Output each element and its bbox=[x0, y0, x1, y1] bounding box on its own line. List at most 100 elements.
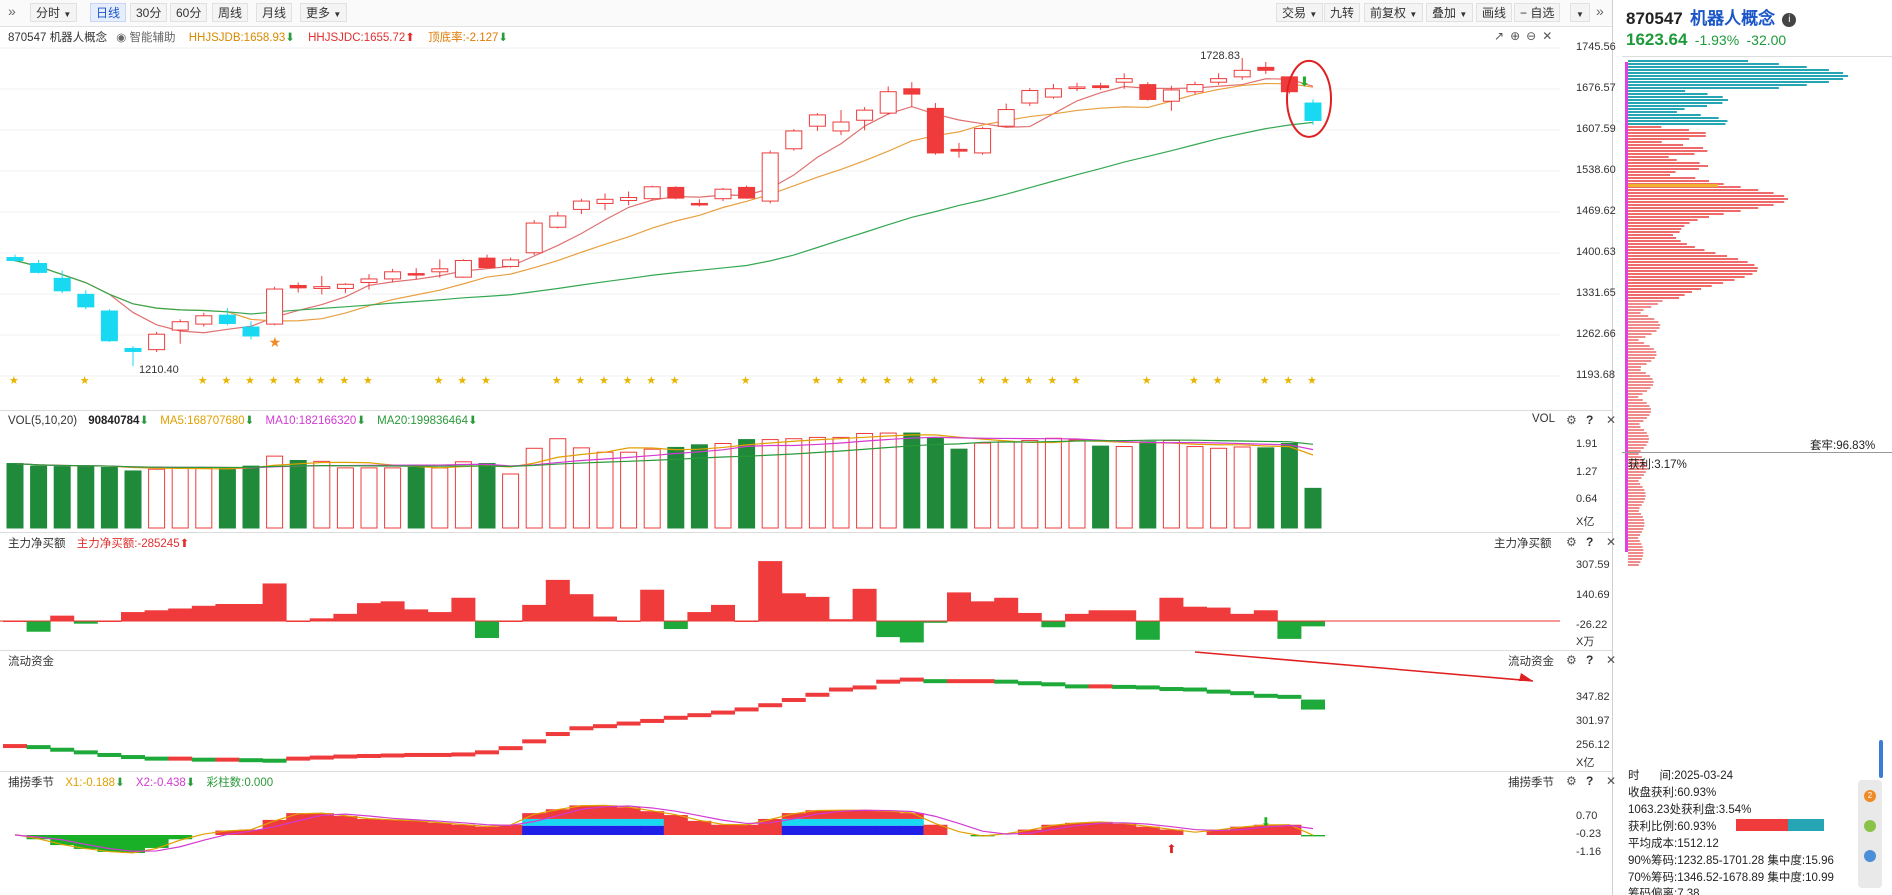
chip-bar bbox=[1628, 420, 1644, 422]
star-marker: ★ bbox=[646, 375, 656, 387]
zoom-out-icon[interactable]: ⊖ bbox=[1526, 29, 1543, 43]
chip-bar bbox=[1628, 555, 1643, 557]
period-60min[interactable]: 60分 bbox=[170, 3, 208, 22]
down-arrow-icon: ⬇ bbox=[467, 415, 478, 427]
help-icon[interactable]: ? bbox=[1586, 535, 1594, 549]
close-icon[interactable]: ✕ bbox=[1606, 653, 1617, 667]
zoom-in-icon[interactable]: ⊕ bbox=[1510, 29, 1527, 43]
net-buy-bar bbox=[191, 605, 216, 621]
flow-bar bbox=[50, 747, 75, 752]
info-icon[interactable]: i bbox=[1782, 13, 1797, 27]
star-marker: ★ bbox=[457, 375, 467, 387]
season-bar-red bbox=[215, 830, 240, 835]
net-buy-bar bbox=[1135, 621, 1160, 640]
assist-icon: ◉ bbox=[116, 32, 127, 44]
share-icon[interactable]: ↗ bbox=[1494, 29, 1511, 43]
net-buy-bar bbox=[1065, 613, 1089, 621]
period-intraday[interactable]: 分时 ▼ bbox=[30, 3, 78, 22]
vol-tag: VOL bbox=[1532, 413, 1556, 425]
candle-body bbox=[454, 260, 472, 278]
net-buy-bar bbox=[1253, 610, 1278, 621]
chart-right-border bbox=[1612, 0, 1613, 895]
flow-bar bbox=[1135, 685, 1160, 690]
tool-icon[interactable] bbox=[1864, 850, 1876, 862]
axis-tick-label: 307.59 bbox=[1576, 559, 1610, 571]
net-buy-bar bbox=[1112, 610, 1137, 621]
period-more[interactable]: 更多 ▼ bbox=[300, 3, 348, 22]
adjust-button[interactable]: 前复权 ▼ bbox=[1364, 3, 1424, 22]
period-weekly[interactable]: 周线 bbox=[212, 3, 249, 22]
vertical-slider[interactable] bbox=[1879, 740, 1883, 778]
help-icon[interactable]: ? bbox=[1586, 413, 1594, 427]
settings-icon[interactable]: ⚙ bbox=[1566, 413, 1577, 427]
volume-bar bbox=[832, 436, 850, 529]
chip-bar bbox=[1628, 417, 1647, 419]
volume-bar bbox=[30, 465, 48, 529]
status-icon[interactable] bbox=[1864, 820, 1876, 832]
chip-bar bbox=[1628, 120, 1728, 122]
season-bar-red bbox=[923, 824, 948, 835]
chip-bar bbox=[1628, 75, 1848, 77]
settings-icon[interactable]: ⚙ bbox=[1566, 653, 1577, 667]
side-widget[interactable]: 2 bbox=[1858, 780, 1882, 888]
season-bar-cyan bbox=[805, 818, 830, 826]
net-buy-bar bbox=[899, 621, 924, 643]
period-daily[interactable]: 日线 bbox=[90, 3, 127, 22]
vol-ma10: MA10:182166320 bbox=[265, 415, 357, 427]
volume-bar bbox=[856, 432, 874, 529]
season-bar-red bbox=[404, 820, 429, 835]
draw-line-button[interactable]: 画线 bbox=[1476, 3, 1513, 22]
help-icon[interactable]: ? bbox=[1586, 774, 1594, 788]
chip-bar bbox=[1628, 507, 1640, 509]
season-bar-red bbox=[522, 813, 547, 819]
star-marker: ★ bbox=[835, 375, 845, 387]
assist-toggle[interactable]: ◉ 智能辅助 bbox=[116, 32, 175, 44]
chip-bar bbox=[1628, 528, 1644, 530]
watchlist-button[interactable]: − 自选 bbox=[1514, 3, 1561, 22]
chip-bar bbox=[1628, 279, 1735, 281]
period-monthly[interactable]: 月线 bbox=[256, 3, 293, 22]
close-icon[interactable]: ✕ bbox=[1606, 413, 1617, 427]
period-30min[interactable]: 30分 bbox=[130, 3, 168, 22]
collapse-left-icon[interactable]: » bbox=[8, 3, 16, 19]
overlay-button[interactable]: 叠加 ▼ bbox=[1426, 3, 1474, 22]
candle-body bbox=[1162, 89, 1180, 102]
settings-icon[interactable]: ⚙ bbox=[1566, 535, 1577, 549]
watchlist-dropdown[interactable]: ▼ bbox=[1570, 3, 1590, 22]
chip-bar bbox=[1628, 303, 1658, 305]
chip-bar bbox=[1628, 132, 1706, 134]
chip-bar bbox=[1628, 186, 1741, 188]
flow-bar bbox=[1230, 691, 1255, 696]
notification-icon[interactable]: 2 bbox=[1864, 790, 1876, 802]
close-icon[interactable]: ✕ bbox=[1542, 29, 1559, 43]
settings-icon[interactable]: ⚙ bbox=[1566, 774, 1577, 788]
star-marker: ★ bbox=[1307, 375, 1317, 387]
volume-bar bbox=[6, 463, 24, 529]
collapse-right-icon[interactable]: » bbox=[1596, 3, 1604, 19]
trade-button[interactable]: 交易 ▼ bbox=[1276, 3, 1324, 22]
chip-bar bbox=[1628, 96, 1723, 98]
close-icon[interactable]: ✕ bbox=[1606, 774, 1617, 788]
season-bar-red bbox=[876, 811, 901, 819]
profit-rate: 获利:3.17% bbox=[1628, 459, 1687, 471]
star-marker: ★ bbox=[198, 375, 208, 387]
season-bar-cyan bbox=[829, 818, 853, 826]
close-icon[interactable]: ✕ bbox=[1606, 535, 1617, 549]
nine-turn-button[interactable]: 九转 bbox=[1324, 3, 1361, 22]
volume-bar bbox=[454, 461, 472, 529]
season-bar-red bbox=[711, 824, 735, 835]
season-tag: 捕捞季节 bbox=[1508, 777, 1554, 789]
chip-bar bbox=[1628, 534, 1641, 536]
close-profit: 收盘获利:60.93% bbox=[1628, 787, 1717, 799]
chart-canvas[interactable]: ★ ★ ★ ★ ★ ★ ★ ★ ★ ★ ★ ★ ★ ★ ★ ★ ★ ★ ★ ★ ★ ★ ★ ★ ★ ★ ★ ★ ★ ★ ★ ★ ★ ★ ★ ★ ★ ⬆ ⬇ ★… bbox=[0, 0, 1612, 895]
candle-body bbox=[738, 186, 756, 199]
candle-body bbox=[761, 152, 779, 202]
volume-bar bbox=[738, 439, 756, 529]
chip-bar bbox=[1628, 66, 1807, 68]
chip-bar bbox=[1628, 375, 1650, 377]
volume-bar bbox=[997, 441, 1015, 529]
candle-body bbox=[431, 268, 449, 273]
star-marker: ★ bbox=[316, 375, 326, 387]
help-icon[interactable]: ? bbox=[1586, 653, 1594, 667]
down-arrow-icon: ⬇ bbox=[185, 777, 196, 789]
